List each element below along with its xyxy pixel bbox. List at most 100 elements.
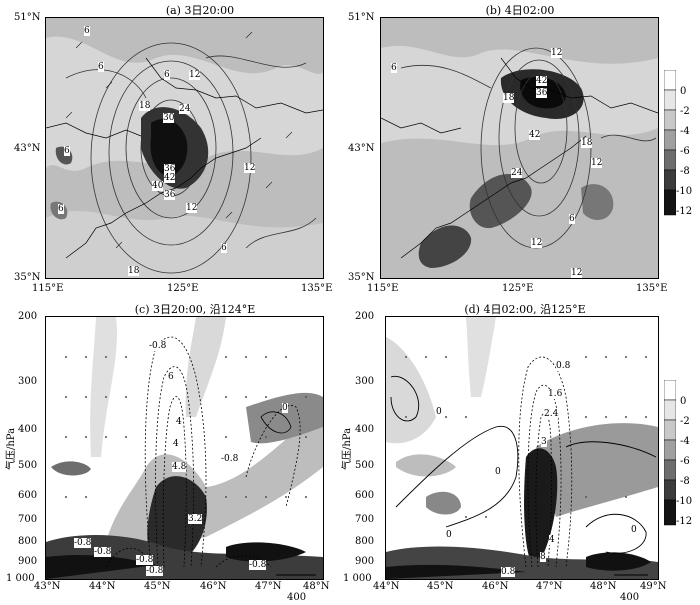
panel-a-contour-label: 6 xyxy=(164,70,170,80)
panel-b-contour-label: 36 xyxy=(536,88,548,98)
panel-a-xtick-right: 135°E xyxy=(301,283,333,294)
panel-d-xtick: 46°N xyxy=(482,581,509,592)
panel-d-ytick: 500 xyxy=(355,460,375,471)
panel-b-contour-label: 18 xyxy=(503,93,515,103)
panel-d-ytick: 600 xyxy=(355,490,375,501)
panel-b-ytick-mid: 43°N xyxy=(348,143,375,154)
panel-b-contour-label: 18 xyxy=(581,138,593,148)
panel-d-ytick: 300 xyxy=(355,376,375,387)
colorbar-bottom-label: -10 xyxy=(676,496,693,507)
panel-c-contour-label: 0 xyxy=(282,403,288,413)
panel-b-contour-label: 42 xyxy=(529,130,541,140)
panel-a-xtick-left: 115°E xyxy=(32,283,64,294)
panel-d-contour-label: 3 xyxy=(541,437,547,447)
panel-c-contour-label: 4 xyxy=(173,439,179,449)
panel-c-contour-label: 3.2 xyxy=(188,514,203,524)
panel-a-contour-label: 6 xyxy=(84,26,90,36)
panel-c-xtick: 46°N xyxy=(200,581,227,592)
panel-b-contour-label: 12 xyxy=(591,158,603,168)
panel-a-contour-label: 6 xyxy=(221,243,227,253)
panel-b-xtick-right: 135°E xyxy=(636,283,668,294)
panel-a-ytick-bottom: 35°N xyxy=(14,272,41,283)
panel-c-ytick: 300 xyxy=(18,376,38,387)
panel-a-ytick-mid: 43°N xyxy=(14,143,41,154)
colorbar-top-label: -8 xyxy=(680,166,690,177)
panel-b-contour-label: 6 xyxy=(391,63,397,73)
panel-b-contour-label: 24 xyxy=(511,168,523,178)
colorbar-bottom-label: -8 xyxy=(680,476,690,487)
panel-c-ytick: 500 xyxy=(18,460,38,471)
panel-d-contour-label: 0.8 xyxy=(556,361,571,371)
panel-c-contour-label: -0.8 xyxy=(149,341,167,351)
panel-d-xtick: 49°N xyxy=(640,581,667,592)
panel-c-ytick: 700 xyxy=(18,514,38,525)
panel-c-title: (c) 3日20:00, 沿124°E xyxy=(134,303,256,316)
panel-a-xtick-mid: 125°E xyxy=(167,283,199,294)
panel-a-contour-label: 36 xyxy=(164,164,176,174)
panel-a-contour-label: 24 xyxy=(179,104,191,114)
colorbar-bottom-svg xyxy=(663,379,677,526)
panel-a-contour-label: 18 xyxy=(128,266,140,276)
panel-b-xtick-mid: 125°E xyxy=(502,283,534,294)
panel-c-ytick: 1 000 xyxy=(6,573,35,584)
panel-a-contour-label: 12 xyxy=(189,70,201,80)
colorbar-bottom-label: -12 xyxy=(676,516,693,527)
panel-c-reference-vector-label: 400 xyxy=(287,592,307,603)
panel-a-contour-label: 40 xyxy=(152,181,164,191)
panel-c-contour-label: -0.8 xyxy=(94,547,112,557)
panel-c-contour-label: -0.8 xyxy=(136,555,154,565)
panel-c-contour-label: -0.8 xyxy=(74,538,92,548)
panel-b-ytick-bottom: 35°N xyxy=(348,272,375,283)
panel-d-contour-label: 4 xyxy=(549,535,555,545)
panel-c-ytick: 400 xyxy=(18,424,38,435)
colorbar-top-label: -2 xyxy=(680,106,690,117)
colorbar-bottom-label: 0 xyxy=(680,396,687,407)
panel-b-contour-label: 6 xyxy=(569,214,575,224)
panel-d-plot: 0.8 1.6 2.4 3 0 0 4 8 0.8 0 0 xyxy=(385,316,659,580)
panel-d-svg xyxy=(386,317,658,579)
panel-c-contour-label: -0.8 xyxy=(146,566,164,576)
panel-b-contour-label: 12 xyxy=(571,268,583,278)
panel-b-xtick-left: 115°E xyxy=(367,283,399,294)
panel-a-contour-label: 42 xyxy=(164,173,176,183)
panel-b-contour-label: 12 xyxy=(551,48,563,58)
panel-b-svg xyxy=(381,18,658,278)
panel-d-ytick: 900 xyxy=(355,556,375,567)
panel-d-ytick: 400 xyxy=(355,424,375,435)
panel-d-contour-label: 0.8 xyxy=(501,567,516,577)
panel-c-xtick: 48°N xyxy=(303,581,330,592)
colorbar-top-label: 0 xyxy=(680,86,687,97)
panel-d-ytick: 800 xyxy=(355,536,375,547)
panel-b-ytick-top: 51°N xyxy=(348,12,375,23)
panel-d-ytick: 200 xyxy=(355,311,375,322)
panel-c-xtick: 47°N xyxy=(255,581,282,592)
panel-c-xtick: 43°N xyxy=(34,581,61,592)
panel-c-plot: -0.8 6 4 4 4.8 -0.8 3.2 -0.8 -0.8 -0.8 -… xyxy=(45,316,324,580)
panel-d-xtick: 45°N xyxy=(427,581,454,592)
panel-a-contour-label: 18 xyxy=(139,101,151,111)
panel-d-contour-label: 8 xyxy=(540,552,546,562)
colorbar-top-label: -6 xyxy=(680,146,690,157)
panel-d-xtick: 47°N xyxy=(536,581,563,592)
panel-a-contour-label: 12 xyxy=(186,203,198,213)
panel-d-ylabel: 气压/hPa xyxy=(342,427,353,470)
panel-d-reference-vector-label: 400 xyxy=(620,592,640,603)
panel-d-ytick: 1 000 xyxy=(343,573,372,584)
panel-c-ylabel: 气压/hPa xyxy=(6,427,17,470)
panel-c-ytick: 800 xyxy=(18,536,38,547)
panel-d-ytick: 700 xyxy=(355,514,375,525)
panel-d-contour-label: 0 xyxy=(436,407,442,417)
panel-a-contour-label: 30 xyxy=(163,113,175,123)
panel-c-ytick: 600 xyxy=(18,490,38,501)
panel-a-contour-label: 12 xyxy=(244,163,256,173)
panel-c-xtick: 45°N xyxy=(144,581,171,592)
panel-b-plot: 12 42 36 18 42 24 18 12 6 6 12 12 xyxy=(380,17,659,279)
panel-d-contour-label: 2.4 xyxy=(544,409,559,419)
colorbar-bottom-label: -6 xyxy=(680,456,690,467)
colorbar-top-label: -4 xyxy=(680,126,690,137)
panel-a-plot: 6 6 6 6 12 18 24 30 36 42 40 36 24 12 12… xyxy=(45,17,324,279)
panel-a-title: (a) 3日20:00 xyxy=(165,4,235,17)
panel-a-contour-label: 36 xyxy=(164,190,176,200)
colorbar-top-svg xyxy=(663,69,677,216)
panel-b-contour-label: 12 xyxy=(531,238,543,248)
